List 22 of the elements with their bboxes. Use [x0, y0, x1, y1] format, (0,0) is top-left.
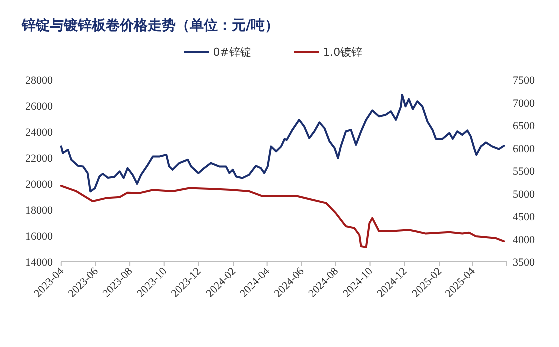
y2-tick-label: 7000 — [513, 98, 536, 110]
line-series — [60, 185, 506, 248]
y-tick-label: 20000 — [26, 179, 54, 191]
y2-tick-label: 4000 — [513, 234, 536, 246]
y2-tick-label: 5500 — [513, 166, 536, 178]
y-tick-label: 22000 — [26, 153, 54, 165]
y2-tick-label: 4500 — [513, 212, 536, 224]
y2-tick-label: 3500 — [513, 257, 536, 269]
y-tick-label: 14000 — [26, 257, 54, 269]
y-tick-label: 16000 — [26, 231, 54, 243]
y2-tick-label: 6000 — [513, 143, 536, 156]
legend-label: 1.0镀锌 — [323, 46, 363, 59]
y-tick-label: 18000 — [26, 205, 54, 217]
y-tick-label: 24000 — [26, 127, 54, 139]
chart-title: 锌锭与镀锌板卷价格走势（单位：元/吨） — [21, 17, 280, 34]
y2-tick-label: 6500 — [513, 120, 536, 132]
line-series — [60, 94, 506, 193]
legend-label: 0#锌锭 — [213, 46, 252, 59]
y-tick-label: 28000 — [26, 75, 54, 87]
y-tick-label: 26000 — [26, 101, 54, 113]
y2-tick-label: 5000 — [513, 188, 536, 201]
y2-tick-label: 7500 — [513, 75, 536, 87]
